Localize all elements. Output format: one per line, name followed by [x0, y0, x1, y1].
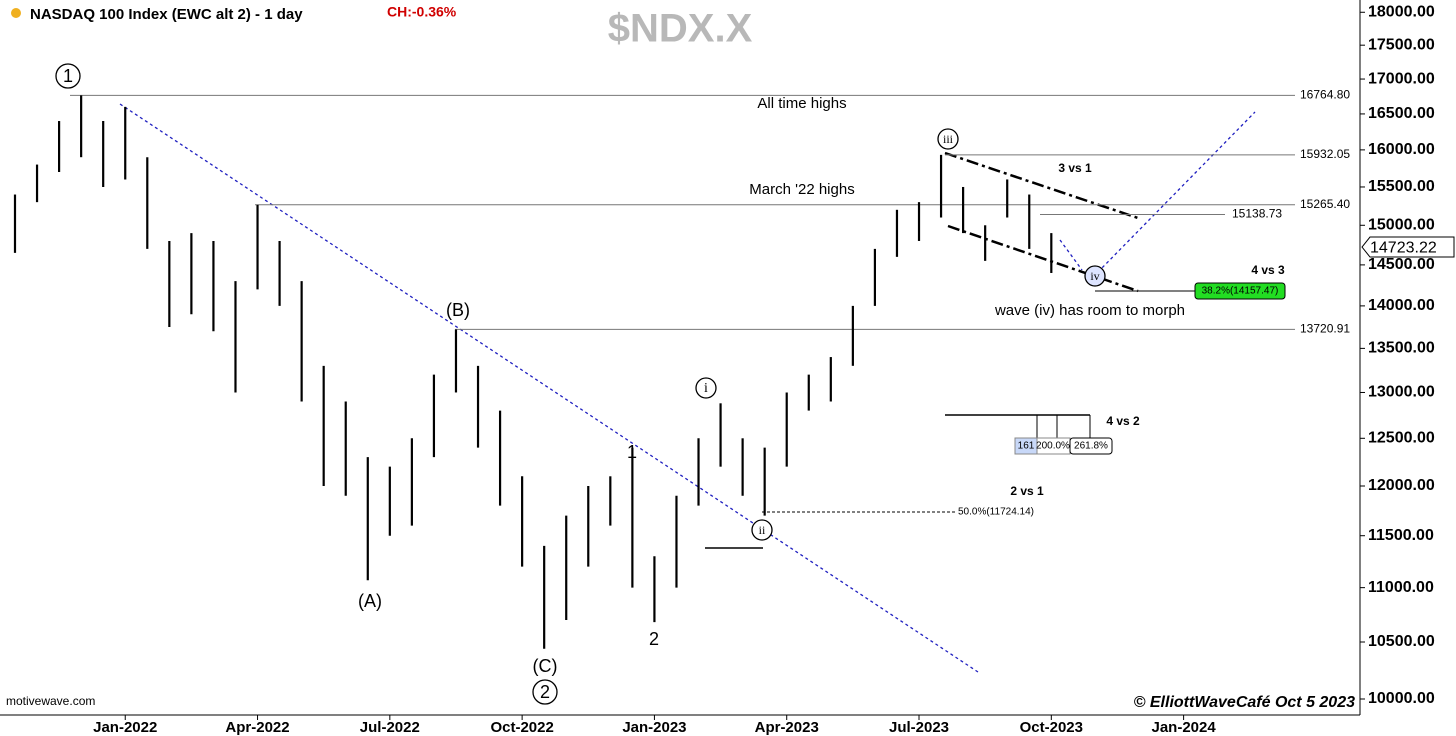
x-tick-label: Oct-2023 — [1020, 719, 1083, 736]
wave-label: (C) — [533, 656, 558, 676]
projection-line — [1059, 239, 1083, 271]
wave-label: 2 — [540, 682, 550, 702]
change: CH:-0.36% — [387, 4, 457, 20]
level-label: 15932.05 — [1300, 147, 1350, 161]
x-tick-label: Jul-2022 — [360, 719, 420, 736]
annotation: All time highs — [757, 95, 846, 112]
wave-circle — [55, 63, 81, 89]
y-tick-label: 17500.00 — [1368, 36, 1435, 53]
credit: © ElliottWaveCafé Oct 5 2023 — [1134, 694, 1355, 711]
annotation: 4 vs 2 — [1106, 414, 1140, 428]
level-label: 15265.40 — [1300, 197, 1350, 211]
wave-label: (A) — [358, 591, 382, 611]
y-tick-label: 14500.00 — [1368, 256, 1435, 273]
wave-label: i — [704, 381, 708, 396]
fib-label: 38.2%(14157.47) — [1202, 286, 1279, 297]
fib-label: 200.0% — [1036, 441, 1070, 452]
channel-line — [944, 151, 1139, 220]
fib-box — [1069, 437, 1113, 455]
y-tick-label: 15500.00 — [1368, 178, 1435, 195]
projection-line — [1097, 111, 1256, 273]
y-tick-label: 15000.00 — [1368, 216, 1435, 233]
y-tick-label: 16500.00 — [1368, 105, 1435, 122]
x-tick-label: Jan-2023 — [622, 719, 686, 736]
level-label: 13720.91 — [1300, 322, 1350, 336]
y-tick-label: 12000.00 — [1368, 477, 1435, 494]
y-tick-label: 11500.00 — [1368, 527, 1434, 544]
x-tick-label: Apr-2023 — [755, 719, 819, 736]
annotation: March '22 highs — [749, 181, 854, 198]
x-tick-label: Oct-2022 — [490, 719, 553, 736]
wave-circle — [695, 377, 717, 399]
last-price-label: 14723.22 — [1370, 239, 1437, 256]
y-tick-label: 13000.00 — [1368, 384, 1435, 401]
y-tick-label: 11000.00 — [1368, 579, 1434, 596]
fib-label: 50.0%(11724.14) — [958, 507, 1034, 518]
wave-label: 2 — [649, 629, 659, 649]
wave-circle — [1084, 265, 1106, 287]
wave-label: ii — [759, 523, 766, 537]
wave-label: iii — [943, 132, 954, 146]
y-tick-label: 14000.00 — [1368, 297, 1435, 314]
y-tick-label: 10000.00 — [1368, 690, 1435, 707]
wave-circle — [532, 679, 558, 705]
level-label: 16764.80 — [1300, 87, 1350, 101]
fib-label: 261.8% — [1074, 441, 1108, 452]
fib-box — [1194, 282, 1286, 300]
level-label: 15138.73 — [1232, 207, 1282, 221]
y-tick-label: 17000.00 — [1368, 70, 1435, 87]
x-tick-label: Jan-2024 — [1151, 719, 1216, 736]
y-tick-label: 10500.00 — [1368, 633, 1435, 650]
symbol: $NDX.X — [608, 7, 753, 51]
wave-label: 1 — [63, 66, 73, 86]
fib-label: 161 — [1018, 441, 1035, 452]
y-tick-label: 16000.00 — [1368, 141, 1435, 158]
y-tick-label: 12500.00 — [1368, 430, 1435, 447]
wave-label: 1 — [627, 442, 637, 462]
wave-circle — [751, 519, 773, 541]
wave-circle — [937, 128, 959, 150]
source: motivewave.com — [6, 694, 95, 708]
x-tick-label: Jul-2023 — [889, 719, 949, 736]
x-tick-label: Jan-2022 — [93, 719, 157, 736]
annotation: 4 vs 3 — [1251, 263, 1285, 277]
chart-title: NASDAQ 100 Index (EWC alt 2) - 1 day — [30, 6, 303, 23]
annotation: 3 vs 1 — [1058, 161, 1092, 175]
status-dot — [11, 8, 21, 18]
x-tick-label: Apr-2022 — [225, 719, 289, 736]
wave-label: iv — [1090, 269, 1099, 283]
last-price-box — [1361, 236, 1455, 258]
annotation: 2 vs 1 — [1010, 484, 1044, 498]
annotation: wave (iv) has room to morph — [994, 302, 1185, 319]
y-tick-label: 18000.00 — [1368, 3, 1435, 20]
y-tick-label: 13500.00 — [1368, 340, 1435, 357]
wave-label: (B) — [446, 300, 470, 320]
channel-line — [947, 224, 1139, 293]
